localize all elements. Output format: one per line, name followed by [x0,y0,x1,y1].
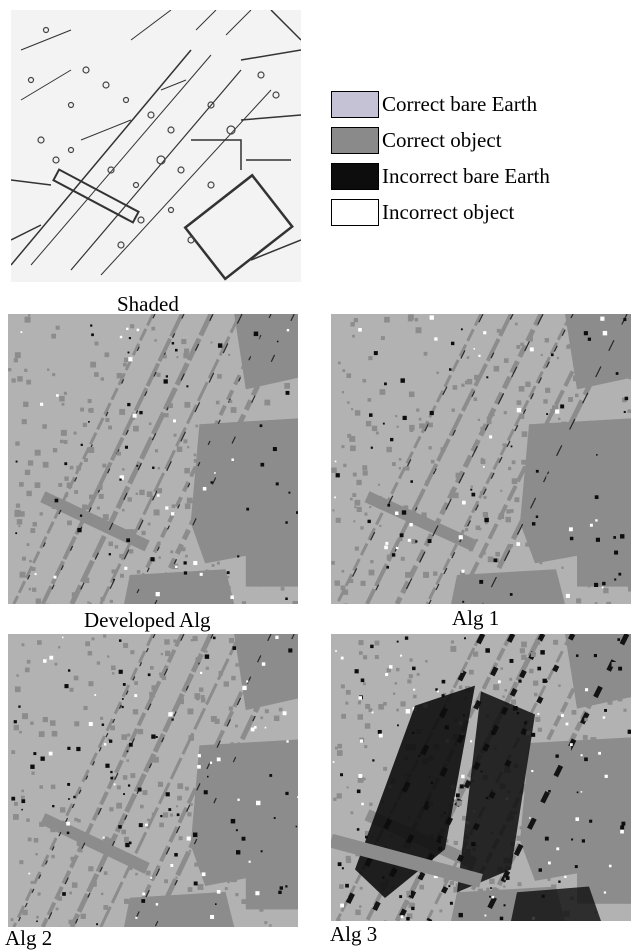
alg3-caption: Alg 3 [330,922,378,946]
legend-swatch-incorrect-object [331,198,379,226]
legend-label-incorrect-bare-earth: Incorrect bare Earth [382,163,550,188]
developed-alg-map [8,314,298,604]
legend-swatch-correct-object [331,126,379,154]
shaded-relief-image [11,10,301,282]
alg1-caption: Alg 1 [452,606,500,630]
alg2-map [8,634,298,927]
alg2-caption: Alg 2 [5,926,53,950]
legend: Correct bare Earth Correct object Incorr… [331,86,550,230]
developed-alg-caption: Developed Alg [84,608,211,632]
legend-swatch-incorrect-bare-earth [331,162,379,190]
legend-item-incorrect-bare-earth: Incorrect bare Earth [331,158,550,194]
legend-item-incorrect-object: Incorrect object [331,194,550,230]
legend-label-incorrect-object: Incorrect object [382,199,515,224]
alg3-map [331,634,631,921]
legend-item-correct-object: Correct object [331,122,550,158]
legend-label-correct-object: Correct object [382,127,502,152]
shaded-relief-graphic [11,10,301,282]
legend-swatch-correct-bare-earth [331,90,379,118]
shaded-caption: Shaded [117,292,179,316]
alg1-map [331,314,631,604]
legend-item-correct-bare-earth: Correct bare Earth [331,86,550,122]
legend-label-correct-bare-earth: Correct bare Earth [382,91,538,116]
